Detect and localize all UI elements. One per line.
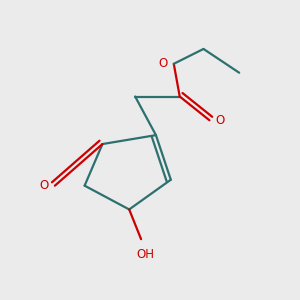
Text: OH: OH bbox=[136, 248, 154, 260]
Text: O: O bbox=[40, 179, 49, 192]
Text: O: O bbox=[159, 57, 168, 70]
Text: O: O bbox=[215, 114, 224, 127]
